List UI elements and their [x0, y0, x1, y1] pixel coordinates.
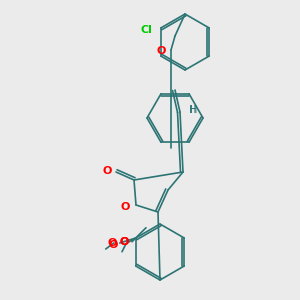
Text: H: H	[190, 105, 197, 115]
Text: H: H	[189, 105, 196, 115]
Text: O: O	[121, 202, 130, 212]
Text: O: O	[108, 240, 118, 250]
Text: O: O	[120, 237, 129, 247]
Text: O: O	[103, 166, 112, 176]
Text: O: O	[119, 237, 129, 247]
Text: O: O	[107, 238, 117, 248]
Text: Cl: Cl	[141, 25, 153, 35]
Text: O: O	[157, 46, 166, 56]
